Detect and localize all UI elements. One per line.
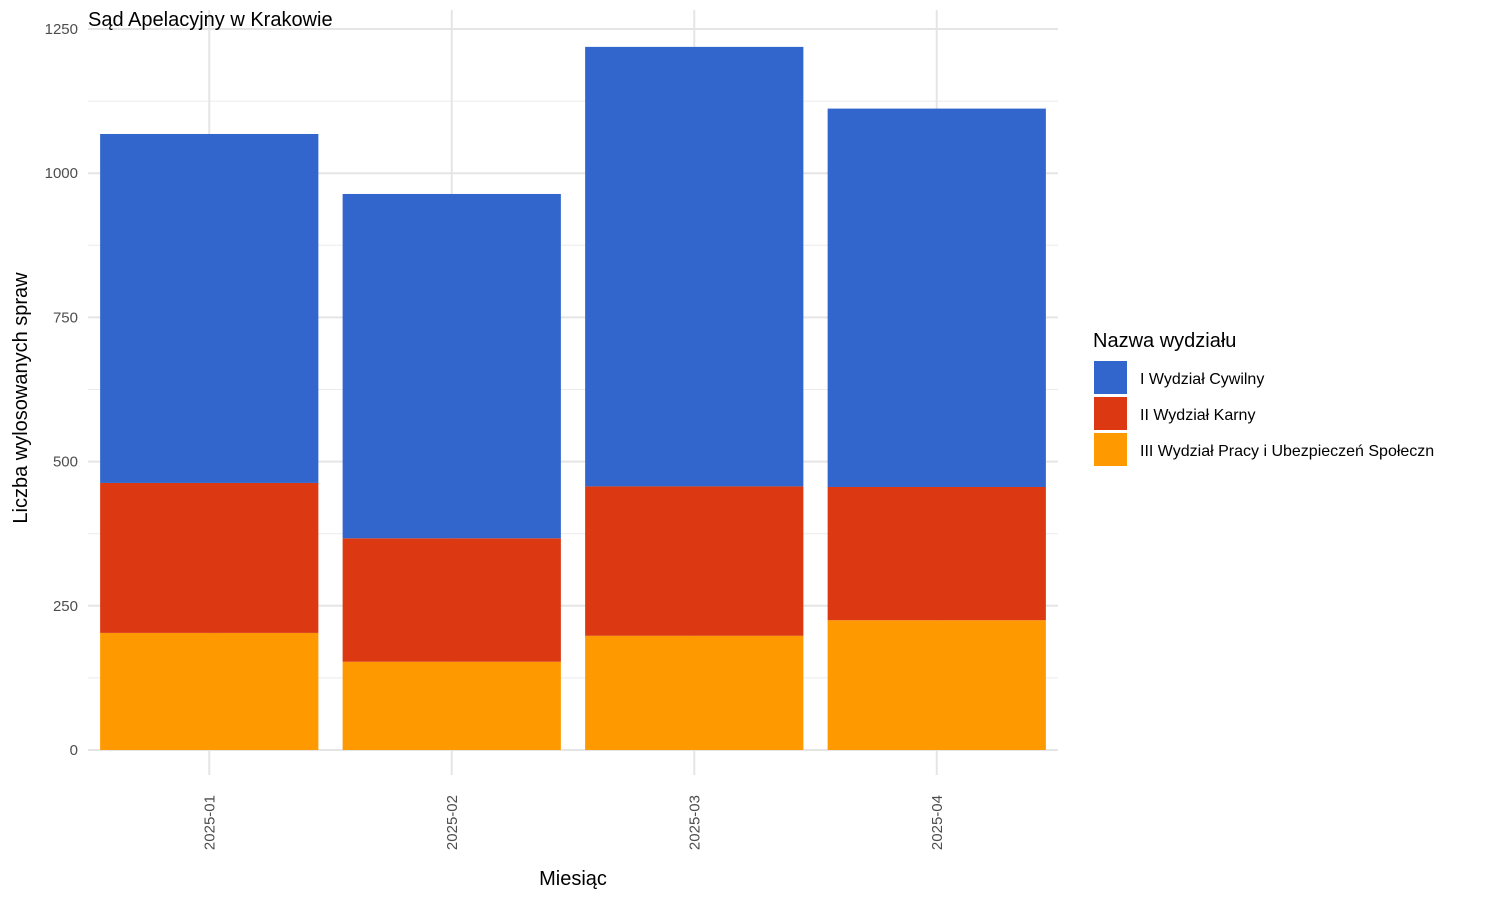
y-tick-label: 750 (53, 309, 78, 326)
bar-segment (342, 661, 561, 750)
legend-swatch (1094, 361, 1127, 394)
bar-segment (100, 632, 319, 750)
bar-segment (827, 108, 1046, 487)
x-axis-title: Miesiąc (539, 868, 607, 890)
legend-swatch (1094, 433, 1127, 466)
legend-title: Nazwa wydziału (1093, 330, 1236, 352)
legend-label: III Wydział Pracy i Ubezpieczeń Społeczn (1140, 443, 1434, 460)
bar-segment (827, 486, 1046, 621)
y-tick-label: 0 (70, 742, 78, 759)
y-axis-title: Liczba wylosowanych spraw (10, 272, 32, 524)
bar-segment (585, 46, 804, 487)
legend-label: II Wydział Karny (1140, 407, 1255, 424)
bar-segment (827, 620, 1046, 750)
bar-segment (342, 193, 561, 539)
y-tick-label: 1250 (45, 21, 78, 38)
x-tick-label: 2025-01 (201, 795, 218, 850)
bar-segment (100, 482, 319, 633)
x-axis-ticks: 2025-01 2025-02 2025-03 2025-04 (201, 795, 946, 850)
legend-swatch (1094, 397, 1127, 430)
legend-label: I Wydział Cywilny (1140, 371, 1264, 388)
bars (100, 46, 1046, 750)
x-tick-label: 2025-04 (929, 795, 946, 850)
legend: Nazwa wydziału I Wydział Cywilny II Wydzi… (1093, 330, 1434, 466)
chart-title: Sąd Apelacyjny w Krakowie (88, 9, 333, 31)
y-tick-label: 1000 (45, 165, 78, 182)
y-tick-label: 250 (53, 598, 78, 615)
y-tick-label: 500 (53, 454, 78, 471)
x-tick-label: 2025-03 (686, 795, 703, 850)
y-axis-ticks: 0 250 500 750 1000 1250 (45, 21, 78, 759)
bar-segment (585, 486, 804, 636)
bar-segment (342, 538, 561, 662)
x-tick-label: 2025-02 (444, 795, 461, 850)
bar-segment (100, 133, 319, 483)
bar-segment (585, 635, 804, 750)
